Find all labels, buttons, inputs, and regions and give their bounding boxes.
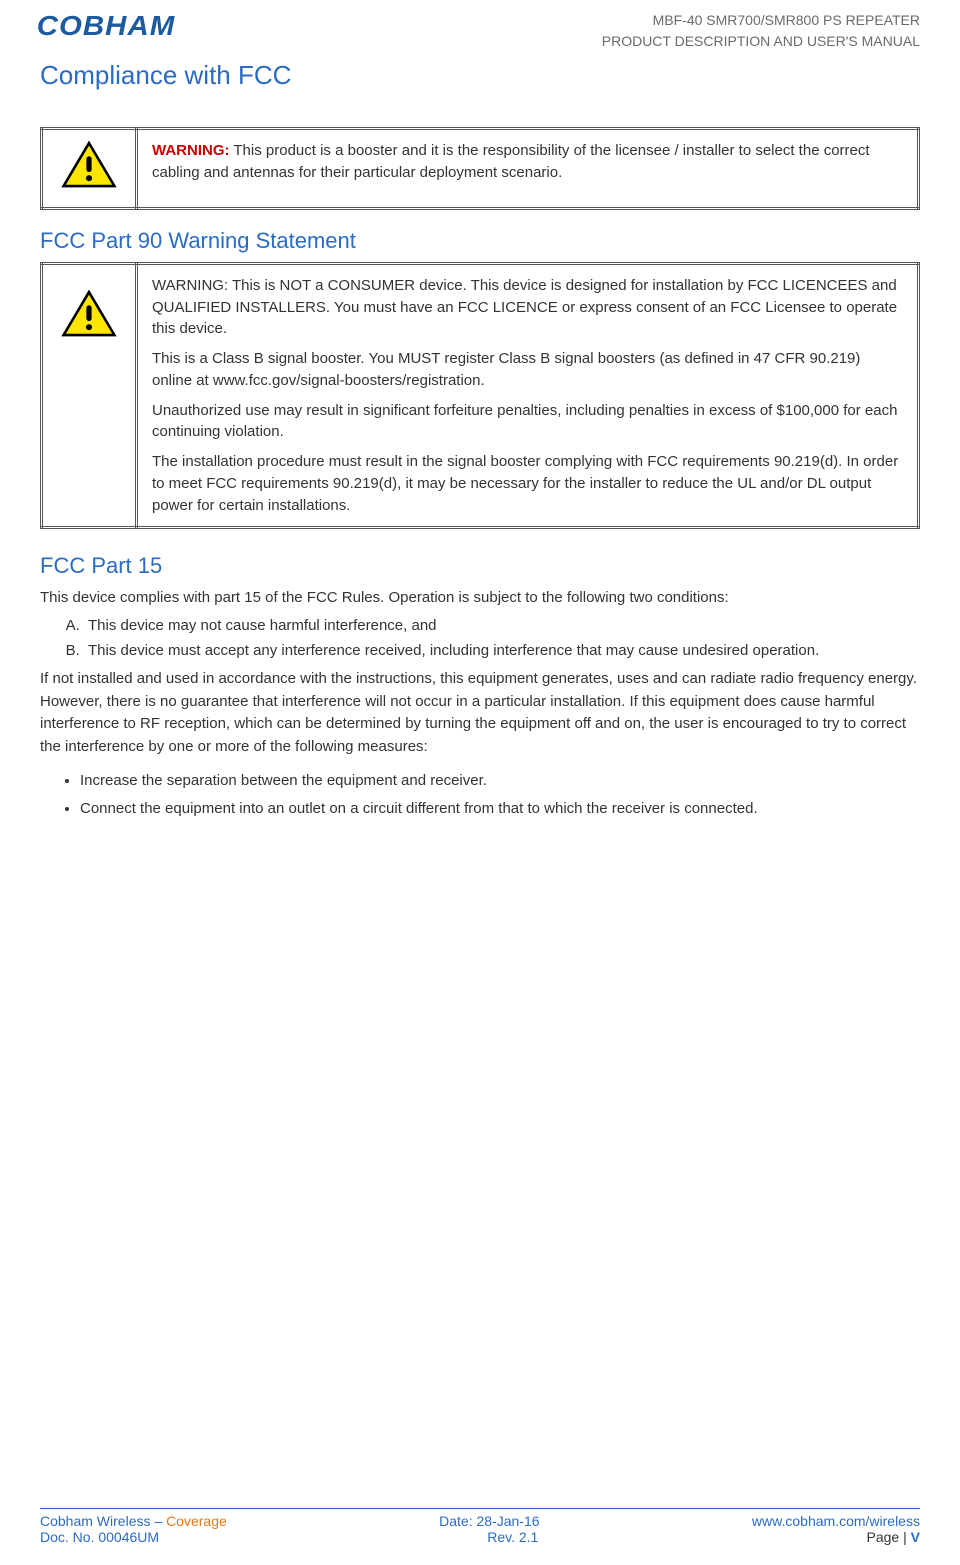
page-footer: Cobham Wireless – Coverage Date: 28-Jan-…: [40, 1508, 920, 1545]
doc-meta-line2: PRODUCT DESCRIPTION AND USER'S MANUAL: [602, 31, 920, 52]
part15-measure-1: Increase the separation between the equi…: [80, 768, 920, 794]
warning-box-general: WARNING: This product is a booster and i…: [40, 127, 920, 210]
warning-label: WARNING:: [152, 142, 230, 159]
footer-date: Date: 28-Jan-16: [439, 1513, 539, 1529]
footer-left1: Cobham Wireless – Coverage: [40, 1513, 227, 1529]
footer-coverage: Coverage: [166, 1513, 227, 1529]
warning-triangle-icon: [61, 326, 117, 343]
doc-meta-line1: MBF-40 SMR700/SMR800 PS REPEATER: [602, 10, 920, 31]
footer-docno: Doc. No. 00046UM: [40, 1529, 159, 1545]
footer-page: Page | V: [867, 1529, 920, 1545]
section-part90-heading: FCC Part 90 Warning Statement: [40, 228, 920, 254]
footer-rev: Rev. 2.1: [487, 1529, 538, 1545]
part15-followup: If not installed and used in accordance …: [40, 668, 920, 758]
part90-p2: This is a Class B signal booster. You MU…: [152, 348, 903, 392]
part90-p3: Unauthorized use may result in significa…: [152, 400, 903, 444]
warning-icon-cell: [42, 263, 137, 528]
brand-logo: COBHAM: [37, 10, 176, 42]
footer-url: www.cobham.com/wireless: [752, 1513, 920, 1529]
warning-box-part90: WARNING: This is NOT a CONSUMER device. …: [40, 262, 920, 530]
part15-measure-2: Connect the equipment into an outlet on …: [80, 796, 920, 822]
warning-icon-cell: [42, 129, 137, 209]
warning-triangle-icon: [61, 177, 117, 194]
page-header: COBHAM MBF-40 SMR700/SMR800 PS REPEATER …: [40, 10, 920, 52]
part15-conditions-list: This device may not cause harmful interf…: [40, 614, 920, 663]
part15-condition-a: This device may not cause harmful interf…: [84, 614, 920, 637]
part90-p1: WARNING: This is NOT a CONSUMER device. …: [152, 275, 903, 340]
warning-text: This product is a booster and it is the …: [152, 142, 870, 181]
page-title: Compliance with FCC: [40, 60, 920, 91]
part15-condition-b: This device must accept any interference…: [84, 639, 920, 662]
part15-intro: This device complies with part 15 of the…: [40, 587, 920, 610]
part15-measures-list: Increase the separation between the equi…: [40, 768, 920, 821]
footer-sep: –: [150, 1513, 166, 1529]
warning-part90-text-cell: WARNING: This is NOT a CONSUMER device. …: [137, 263, 919, 528]
warning-text-cell: WARNING: This product is a booster and i…: [137, 129, 919, 209]
footer-company: Cobham Wireless: [40, 1513, 150, 1529]
doc-meta: MBF-40 SMR700/SMR800 PS REPEATER PRODUCT…: [602, 10, 920, 52]
footer-page-num: V: [911, 1529, 920, 1545]
section-part15-heading: FCC Part 15: [40, 553, 920, 579]
part90-p4: The installation procedure must result i…: [152, 451, 903, 516]
footer-page-label: Page |: [867, 1529, 911, 1545]
